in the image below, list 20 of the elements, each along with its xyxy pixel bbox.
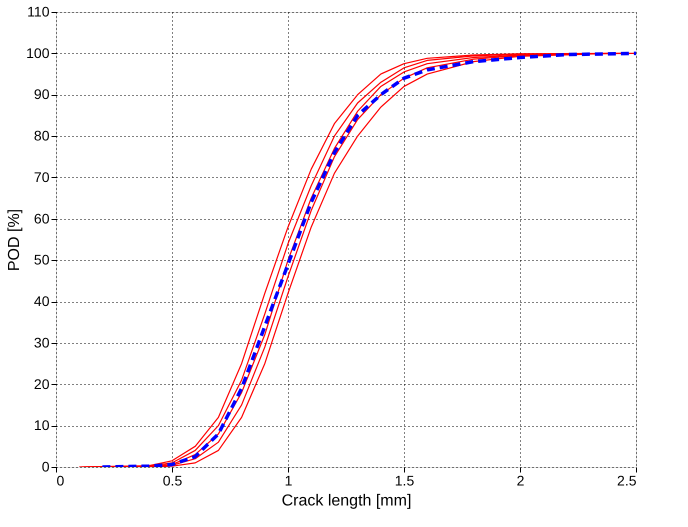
x-tick-label: 2 (516, 472, 525, 488)
x-tick-label: 1 (284, 472, 293, 488)
x-tick-label: 0 (56, 472, 64, 488)
y-tick-label: 50 (34, 252, 50, 268)
y-tick-label: 100 (26, 44, 50, 61)
y-axis-title: POD [%] (6, 208, 24, 272)
y-tick-label: 110 (27, 4, 50, 20)
y-tick-label: 40 (34, 293, 50, 310)
x-axis-title: Crack length [mm] (282, 492, 412, 510)
y-tick-label: 0 (42, 458, 50, 474)
x-tick-label: 0.5 (162, 472, 182, 488)
y-tick-label: 10 (34, 417, 50, 434)
x-tick-label: 1.5 (394, 472, 414, 488)
y-tick-label: 80 (34, 128, 50, 144)
y-tick-label: 70 (34, 168, 50, 185)
x-tick-label: 2.5 (617, 472, 637, 488)
y-tick-label: 20 (34, 376, 50, 392)
y-tick-label: 60 (34, 210, 50, 226)
y-tick-label: 30 (34, 334, 50, 350)
y-tick-label: 90 (34, 86, 50, 102)
